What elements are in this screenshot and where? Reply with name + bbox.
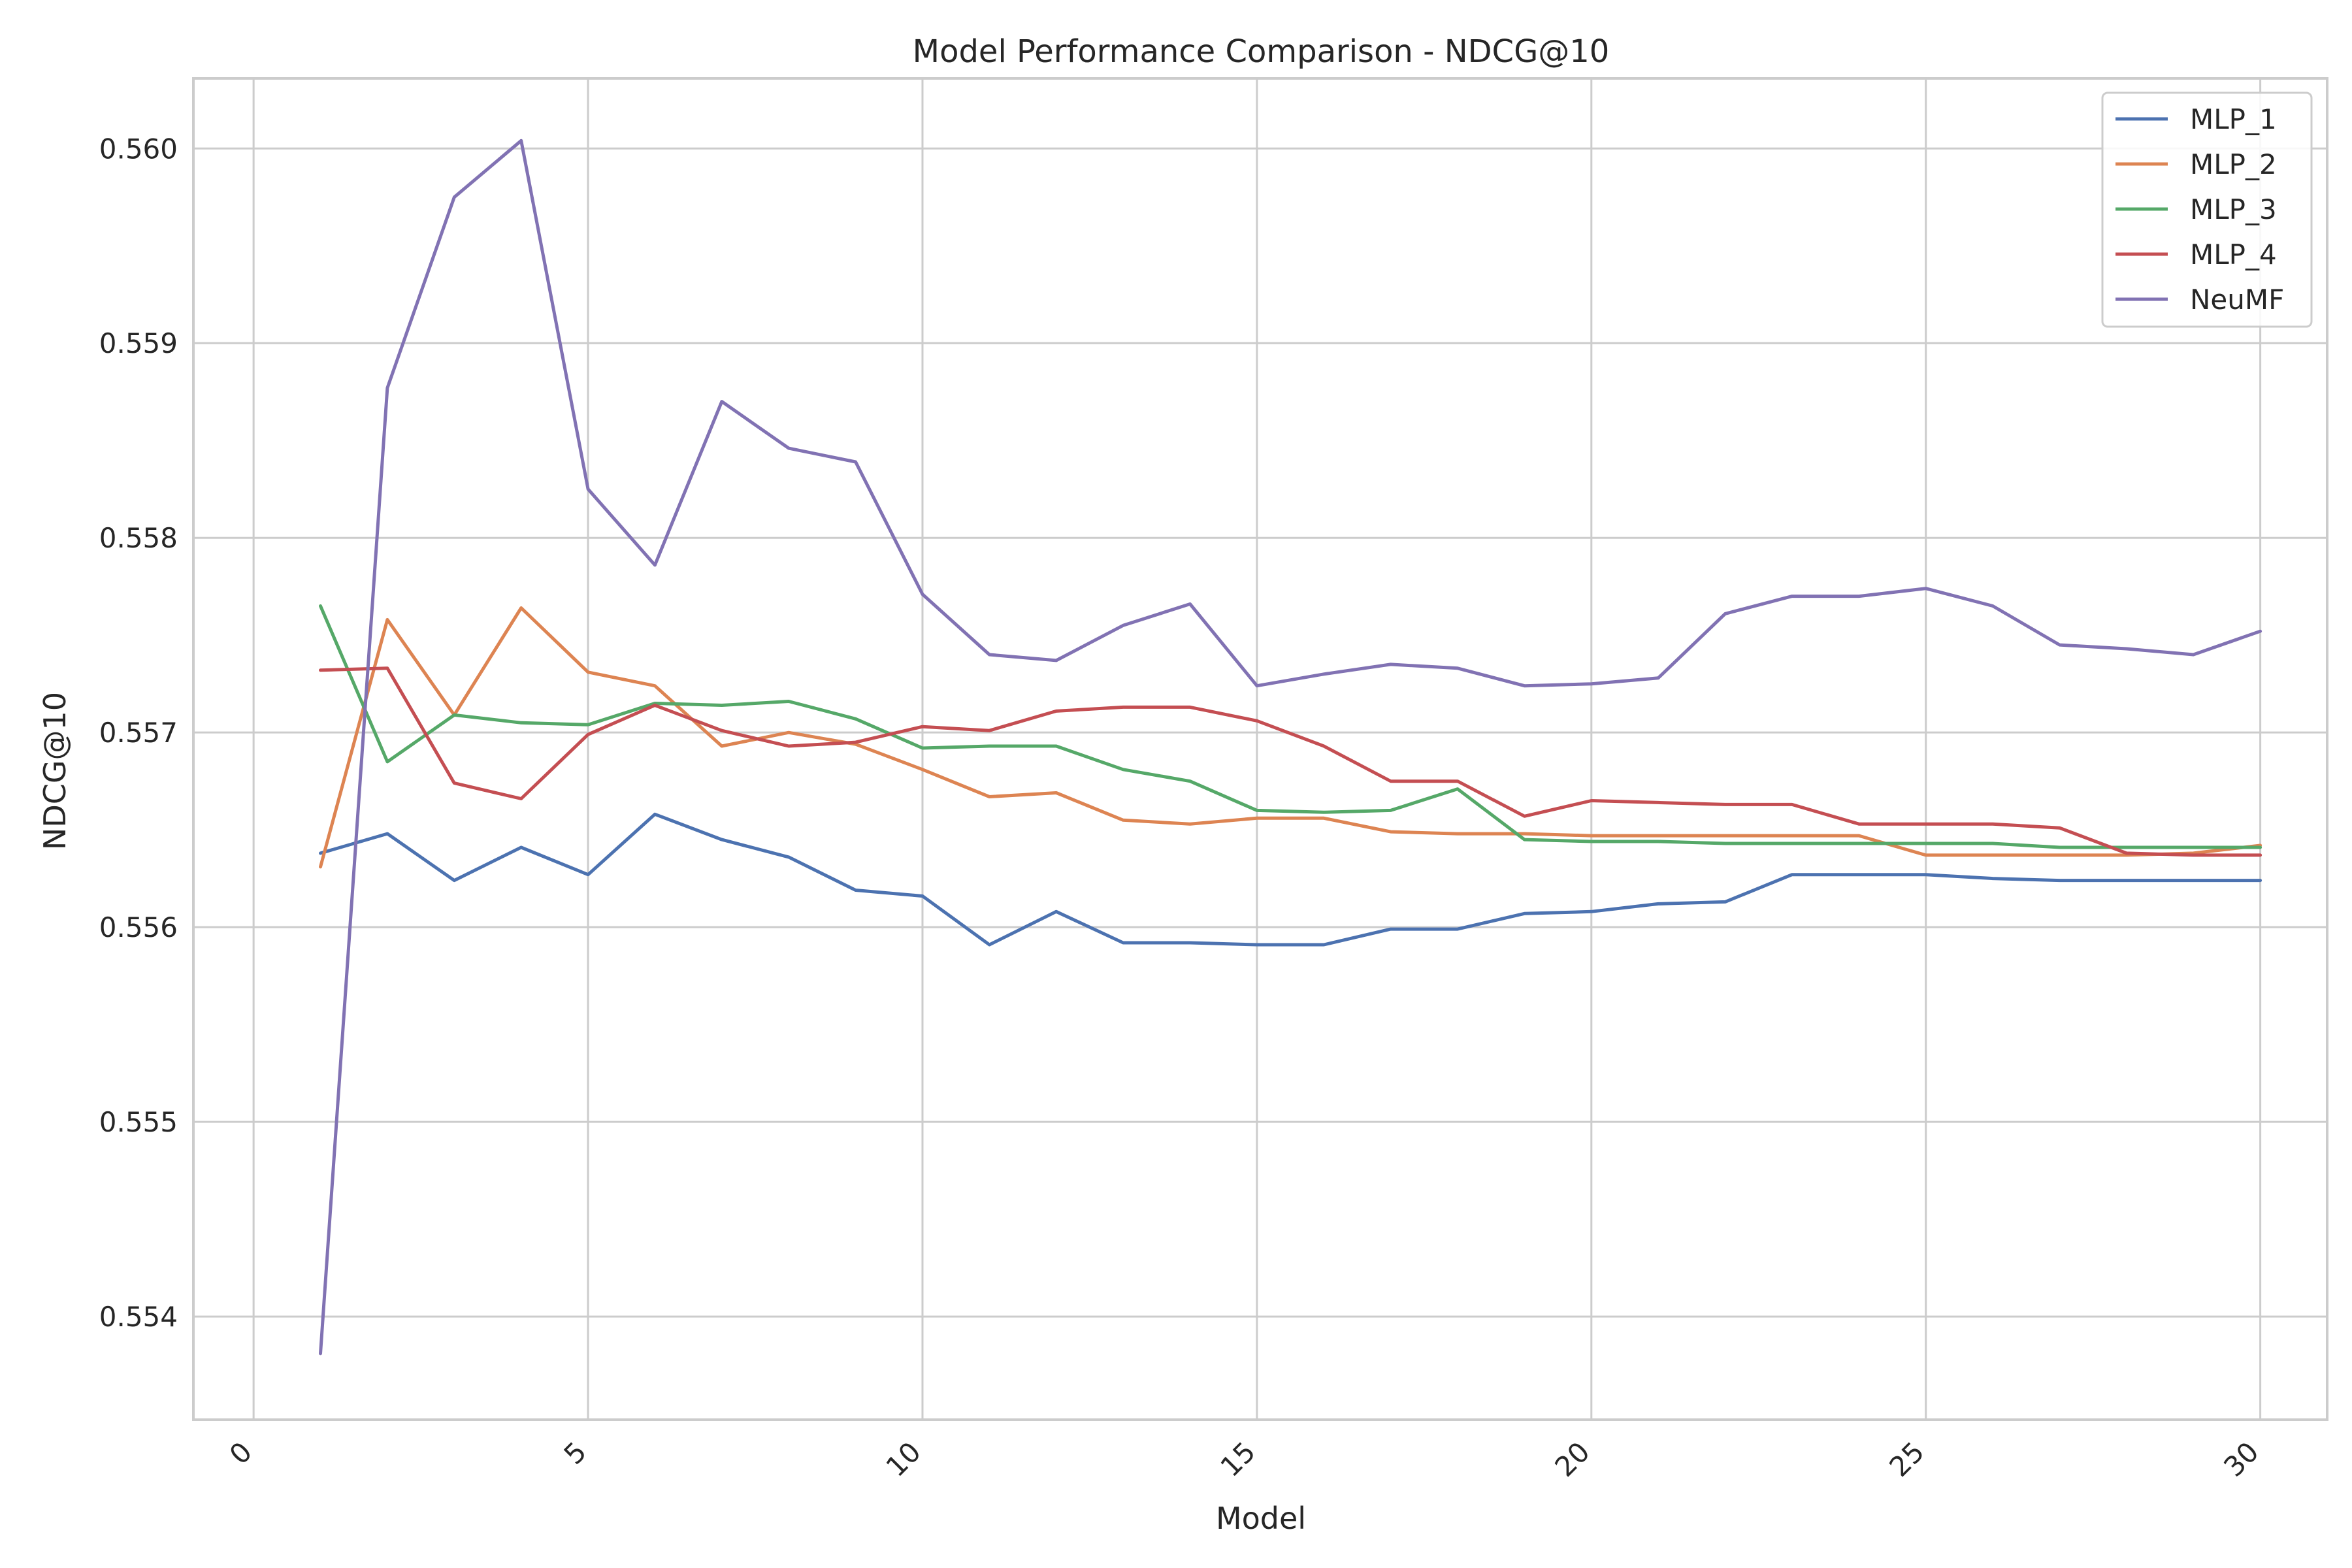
y-axis-label: NDCG@10	[37, 692, 73, 850]
y-tick-label: 0.554	[99, 1301, 178, 1333]
legend-label: MLP_1	[2190, 103, 2277, 135]
y-tick-label: 0.559	[99, 327, 178, 359]
x-axis-label: Model	[1216, 1501, 1306, 1536]
legend-items: MLP_1 MLP_2 MLP_3 MLP_4 NeuMF	[2115, 103, 2284, 316]
legend-label: NeuMF	[2190, 284, 2284, 316]
legend: MLP_1 MLP_2 MLP_3 MLP_4 NeuMF	[2101, 91, 2313, 328]
series-lines	[319, 139, 2262, 1356]
y-tick-label: 0.556	[99, 911, 178, 943]
y-tick-label: 0.558	[99, 522, 178, 554]
y-tick-label: 0.560	[99, 133, 178, 165]
chart-title: Model Performance Comparison - NDCG@10	[913, 33, 1610, 70]
series-line-mlp-1	[319, 812, 2262, 947]
series-line-mlp-4	[319, 666, 2262, 857]
series-line-neumf	[319, 139, 2262, 1356]
y-tick-label: 0.555	[99, 1106, 178, 1138]
plot-frame	[192, 77, 2328, 1421]
legend-label: MLP_4	[2190, 238, 2277, 270]
legend-label: MLP_3	[2190, 193, 2277, 225]
legend-label: MLP_2	[2190, 148, 2277, 180]
y-tick-label: 0.557	[99, 717, 178, 749]
series-line-mlp-3	[319, 604, 2262, 849]
grid	[193, 78, 2327, 1420]
y-axis-ticks: 0.554 0.555 0.556 0.557 0.558 0.559 0.560	[99, 133, 178, 1333]
legend-box	[2101, 91, 2313, 328]
series-line-mlp-2	[319, 606, 2262, 869]
